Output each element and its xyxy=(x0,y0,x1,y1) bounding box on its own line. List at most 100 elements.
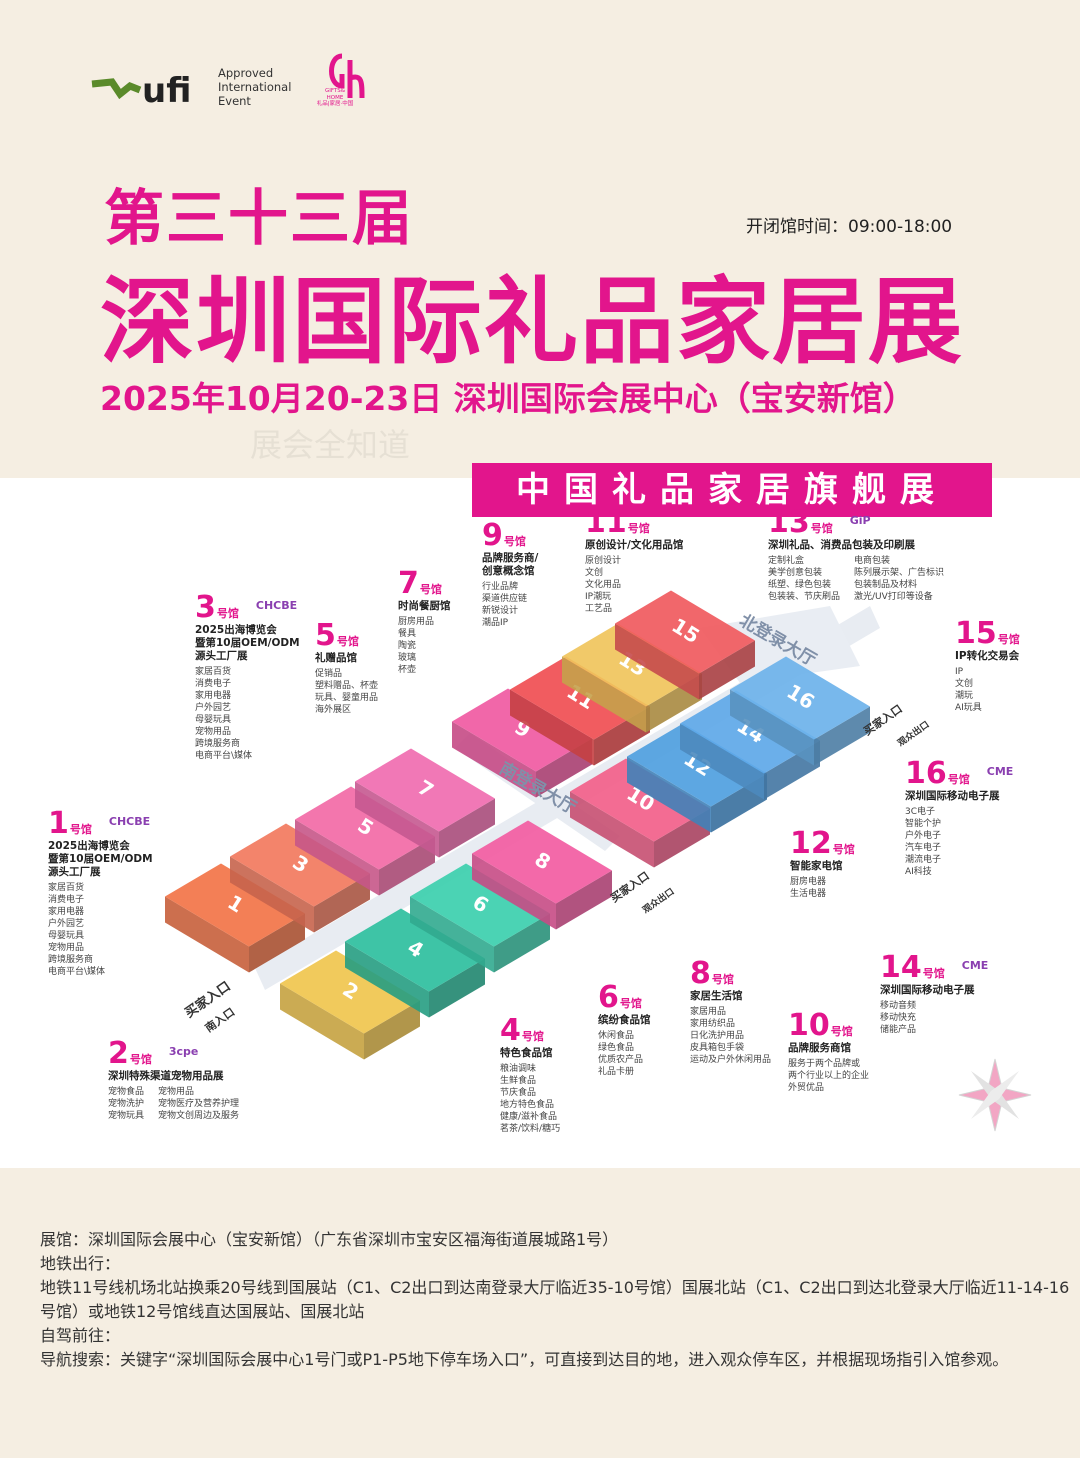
hall-item: IP xyxy=(955,667,964,677)
hall-item: 激光/UV打印等设备 xyxy=(854,592,933,602)
edition: 第三十三届 xyxy=(104,184,414,254)
hall-item: 户外园艺 xyxy=(195,703,232,713)
hall-item: 母婴玩具 xyxy=(48,931,85,941)
hall-head: 1号馆 CHCBE xyxy=(48,808,153,840)
hall-item: 电商平台\媒体 xyxy=(48,967,106,977)
hall-item: 茗茶/饮料/糖巧 xyxy=(500,1124,561,1134)
hall-name: 暨第10届OEM/ODM xyxy=(48,853,153,865)
hall-badge: CME xyxy=(961,959,989,972)
hall-block: 5 xyxy=(295,786,435,896)
hours: 开闭馆时间：09:00-18:00 xyxy=(746,217,953,237)
hall-item: 外贸优品 xyxy=(788,1083,825,1093)
title: 深圳国际礼品家居展 xyxy=(100,268,965,377)
hall-name: IP转化交易会 xyxy=(955,650,1020,662)
block-front xyxy=(556,870,612,930)
hall-item: AI玩具 xyxy=(955,703,982,713)
hall-item: 电商平台\媒体 xyxy=(195,751,253,761)
hall-item: 优质农产品 xyxy=(598,1055,644,1065)
item-column: IP 文创 潮玩 AI玩具 xyxy=(955,666,982,714)
gh-logo xyxy=(329,53,365,99)
hall-name: 深圳礼品、消费品包装及印刷展 xyxy=(768,539,915,551)
hall-name: 暨第10届OEM/ODM xyxy=(195,637,300,649)
block-top xyxy=(345,908,485,992)
hall-items: 促销品 塑料赠品、杯壶 玩具、婴童用品 海外展区 xyxy=(315,668,378,716)
hall-head: 6号馆 xyxy=(598,982,651,1014)
hall-item: 纸塑、绿色包装 xyxy=(768,580,832,590)
hall-info: 7号馆 时尚餐厨馆 厨房用品 餐具 陶瓷 玻璃 杯壶 xyxy=(398,568,451,676)
block-side xyxy=(730,689,814,766)
footer-line: 自驾前往： xyxy=(40,1326,121,1345)
hall-item: 厨房电器 xyxy=(790,877,827,887)
hall-suffix: 号馆 xyxy=(216,607,239,620)
hall-suffix: 号馆 xyxy=(922,967,945,980)
map-label: 观众出口 xyxy=(895,718,931,748)
block-side xyxy=(295,819,379,896)
hall-info: 4号馆 特色食品馆 粮油调味 生鲜食品 节庆食品 地方特色食品 健康/滋补食品 茗茶/饮料/糖… xyxy=(500,1015,560,1135)
hall-item: 跨境服务商 xyxy=(195,739,241,749)
item-column: 促销品 塑料赠品、杯壶 玩具、婴童用品 海外展区 xyxy=(315,668,378,716)
hall-block: 15 xyxy=(615,590,755,700)
hall-badge: CME xyxy=(986,765,1014,778)
hall-item: 渠道供应链 xyxy=(482,594,528,604)
item-column: 粮油调味 生鲜食品 节庆食品 地方特色食品 健康/滋补食品 茗茶/饮料/糖巧 xyxy=(500,1063,560,1135)
hall-item: 服务于两个品牌或 xyxy=(788,1059,861,1069)
watermark: 展会全知道 xyxy=(250,426,411,464)
hall-name: 缤纷食品馆 xyxy=(598,1014,651,1026)
item-column: 电商包装 陈列展示架、广告标识 包装制品及材料 激光/UV打印等设备 xyxy=(854,555,944,603)
ufi-line: Approved xyxy=(218,66,274,80)
hall-item: 文创 xyxy=(585,568,604,578)
hall-info: 3号馆 CHCBE 2025出海博览会 暨第10届OEM/ODM 源头工厂展 家居百货 消费… xyxy=(195,592,300,762)
hall-item: 宠物用品 xyxy=(195,727,232,737)
hall-item: IP潮玩 xyxy=(585,592,612,602)
footer-line: 地铁11号线机场北站换乘20号线到国展站（C1、C2出口到达南登录大厅临近35-… xyxy=(40,1278,1070,1321)
item-column: 宠物用品 宠物医疗及营养护理 宠物文创周边及服务 xyxy=(158,1086,239,1122)
hall-item: 宠物玩具 xyxy=(108,1111,145,1121)
hall-block: 6 xyxy=(410,863,550,973)
hall-item: 3C电子 xyxy=(905,807,936,817)
hall-info: 12号馆 智能家电馆 厨房电器 生活电器 xyxy=(790,828,855,900)
block-front xyxy=(494,913,550,973)
hall-name: 时尚餐厨馆 xyxy=(398,600,451,612)
hall-suffix: 号馆 xyxy=(521,1030,544,1043)
item-column: 移动音频 移动快充 储能产品 xyxy=(880,1000,916,1036)
gh-line: 礼品|家居·中国 xyxy=(316,101,354,107)
hall-item: 工艺品 xyxy=(585,604,613,614)
hall-number: 9 xyxy=(482,518,503,553)
block-side xyxy=(562,656,646,733)
hall-item: 母婴玩具 xyxy=(195,715,232,725)
hall-items: 家居百货 消费电子 家用电器 户外园艺 母婴玩具 宠物用品 跨境服务商 电商平台\媒体 xyxy=(195,666,300,762)
hall-head: 13号馆 GiP xyxy=(768,507,944,539)
item-column: 服务于两个品牌或 两个行业以上的企业 外贸优品 xyxy=(788,1058,869,1094)
block-side xyxy=(680,723,764,800)
hall-item: 宠物文创周边及服务 xyxy=(158,1111,240,1121)
hall-head: 11号馆 xyxy=(585,507,683,539)
hall-name: 特色食品馆 xyxy=(500,1047,553,1059)
hall-badge: CHCBE xyxy=(108,815,151,828)
hall-info: 9号馆 品牌服务商/创意概念馆 行业品牌 渠道供应链 新锐设计 潮品IP xyxy=(482,520,538,629)
hall-item: 包装制品及材料 xyxy=(854,580,918,590)
hall-item: 厨房用品 xyxy=(398,617,435,627)
hall-suffix: 号馆 xyxy=(503,535,526,548)
hall-item: 玻璃 xyxy=(398,653,417,663)
hall-suffix: 号馆 xyxy=(997,633,1020,646)
hall-item: 运动及户外休闲用品 xyxy=(690,1055,772,1065)
hall-item: 宠物洗护 xyxy=(108,1099,145,1109)
hall-item: 玩具、婴童用品 xyxy=(315,693,379,703)
hall-head: 5号馆 xyxy=(315,620,378,652)
hall-name: 2025出海博览会 xyxy=(195,624,277,636)
hall-number: 11 xyxy=(585,505,627,540)
ufi-logo: ufi xyxy=(91,71,191,110)
map-drawing: 13579111315246810121416北登录大厅南登录大厅买家入口观众出… xyxy=(165,590,1032,1132)
hall-item: 包装装、节庆刷品 xyxy=(768,592,841,602)
hall-block: 8 xyxy=(472,820,612,930)
ufi-word: ufi xyxy=(142,71,191,110)
block-side xyxy=(355,781,439,858)
item-column: 家居用品 家用纺织品 日化洗护用品 皮具箱包手袋 运动及户外休闲用品 xyxy=(690,1006,771,1066)
hall-item: 皮具箱包手袋 xyxy=(690,1043,745,1053)
hall-block: 16 xyxy=(730,656,870,766)
item-column: 定制礼盒 美学创意包装 纸塑、绿色包装 包装装、节庆刷品 xyxy=(768,555,840,603)
gh-mark xyxy=(329,53,365,99)
block-top xyxy=(355,748,495,832)
hall-name: 深圳国际移动电子展 xyxy=(880,984,975,996)
block-front xyxy=(364,1000,420,1060)
